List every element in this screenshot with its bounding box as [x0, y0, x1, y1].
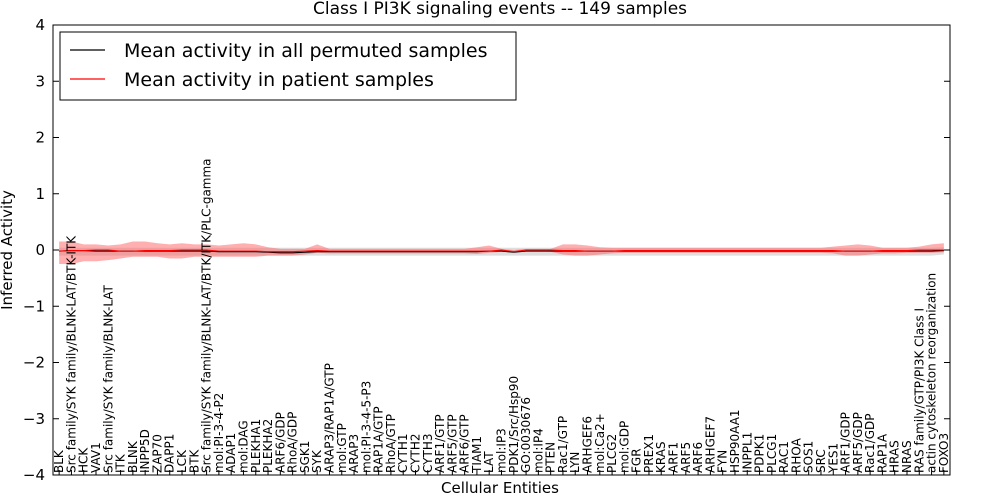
- x-tick-label: mol:GTP: [335, 423, 349, 473]
- x-tick-label: Src family/SYK family/BLNK-LAT/BTK-ITK: [64, 235, 78, 473]
- x-axis-label: Cellular Entities: [441, 479, 559, 497]
- x-tick-label: PLCG1: [765, 434, 779, 473]
- x-tick-label: ARF1/GTP: [433, 414, 447, 473]
- x-tick-label: LYN: [568, 452, 582, 473]
- band-patient: [59, 241, 944, 265]
- x-tick-label: PDK1/Src/Hsp90: [507, 376, 521, 473]
- y-tick-label: 3: [35, 72, 45, 90]
- y-axis: −4 −3 −2 −1 0 1 2 3 4: [23, 16, 950, 484]
- y-axis-label: Inferred Activity: [0, 190, 16, 310]
- x-tick-label: ARF1: [667, 442, 681, 473]
- series-line-permuted: [59, 250, 944, 254]
- x-tick-label: RAC1: [777, 441, 791, 473]
- x-tick-label: SGK1: [298, 441, 312, 473]
- x-tick-label: PLEKHA1: [249, 419, 263, 473]
- x-tick-label: ARHGEF7: [703, 416, 717, 473]
- x-tick-label: Rac1/GTP: [556, 416, 570, 473]
- x-tick-label: LCK: [175, 449, 189, 473]
- x-tick-label: TIAM1: [470, 436, 484, 474]
- x-tick-label: ARF6/GTP: [458, 414, 472, 473]
- x-tick-label: mol:GDP: [617, 421, 631, 473]
- x-tick-label: SRC: [814, 449, 828, 473]
- x-tick-label: PDPK1: [753, 434, 767, 473]
- x-tick-label: mol:IP4: [531, 428, 545, 473]
- x-tick-label: ARF6/GDP: [273, 412, 287, 473]
- y-tick-label: 2: [35, 129, 45, 147]
- x-tick-label: CYTH1: [396, 434, 410, 474]
- x-tick-label: INPPL1: [740, 432, 754, 473]
- x-tick-label: VAV1: [89, 442, 103, 473]
- x-tick-label: ARAP3: [347, 434, 361, 473]
- x-tick-label: FGR: [630, 448, 644, 473]
- x-tick-label: mol:PI-3-4-P2: [212, 393, 226, 473]
- x-tick-label: PLEKHA2: [261, 419, 275, 473]
- y-tick-label: −4: [23, 466, 45, 484]
- x-tick-label: mol:IP3: [495, 428, 509, 473]
- x-tick-label: FOXO3: [937, 433, 951, 473]
- x-tick-label: RAP1A: [875, 433, 889, 473]
- x-tick-label: ARF5/GTP: [445, 414, 459, 473]
- x-tick-label: SOS1: [802, 441, 816, 473]
- x-tick-label: RAS family/GTP/PI3K Class I: [912, 308, 926, 473]
- x-tick-label: ARAP3/RAP1A/GTP: [322, 363, 336, 473]
- x-tick-label: NRAS: [900, 440, 914, 473]
- series-lines: [59, 249, 944, 254]
- x-tick-label: CYTH2: [408, 434, 422, 474]
- y-tick-label: 4: [35, 16, 45, 34]
- x-tick-label: BLNK: [126, 440, 140, 473]
- y-tick-label: 0: [35, 241, 45, 259]
- series-line-patient: [59, 249, 944, 253]
- x-tick-label: RAP1A/GTP: [372, 406, 386, 473]
- y-tick-label: 1: [35, 185, 45, 203]
- x-tick-label: PTEN: [544, 442, 558, 473]
- chart-title: Class I PI3K signaling events -- 149 sam…: [313, 0, 687, 19]
- x-tick-label: RHOA: [789, 437, 803, 473]
- legend-box: [59, 31, 517, 101]
- x-tick-label: ARF6: [691, 442, 705, 473]
- x-tick-label: FYN: [716, 450, 730, 473]
- x-tick-label: INPP5D: [138, 429, 152, 473]
- y-tick-label: −1: [23, 297, 45, 315]
- x-tick-label: BTK: [187, 448, 201, 473]
- x-tick-label: Src family/SYK family/BLNK-LAT/BTK/ITK/P…: [200, 158, 214, 473]
- x-tick-label: actin cytoskeleton reorganization: [925, 273, 939, 473]
- x-tick-label: RhoA/GTP: [384, 414, 398, 473]
- y-tick-label: −3: [23, 410, 45, 428]
- x-tick-label: ITK: [114, 453, 128, 473]
- x-tick-label: mol:PI-3-4-5-P3: [359, 381, 373, 473]
- x-tick-label: CYTH3: [421, 434, 435, 474]
- confidence-bands: [59, 241, 944, 265]
- x-tick-label: RhoA/GDP: [286, 412, 300, 473]
- x-tick-label: HRAS: [888, 440, 902, 473]
- x-tick-label: Rac1/GDP: [863, 414, 877, 473]
- x-tick-label: LAT: [482, 451, 496, 473]
- x-tick-label: ARF5: [679, 442, 693, 473]
- legend: Mean activity in all permuted samples Me…: [59, 31, 517, 101]
- x-tick-label: ZAP70: [150, 434, 164, 473]
- x-tick-label: GO:0030676: [519, 397, 533, 473]
- y-tick-label: −2: [23, 354, 45, 372]
- x-tick-label: Src family/SYK family/BLNK-LAT: [101, 284, 115, 473]
- x-tick-label: PLCG2: [605, 434, 619, 473]
- legend-label-patient: Mean activity in patient samples: [124, 69, 434, 91]
- x-tick-label: ARF5/GDP: [851, 412, 865, 473]
- x-tick-label: mol:Ca2+: [593, 413, 607, 473]
- x-tick-label: ADAP1: [224, 433, 238, 473]
- x-tick-label: ARF1/GDP: [839, 412, 853, 473]
- x-tick-label: YES1: [826, 443, 840, 474]
- x-tick-label: PREX1: [642, 434, 656, 473]
- x-tick-label: KRAS: [654, 441, 668, 473]
- x-tick-label: ARHGEF6: [581, 416, 595, 473]
- x-tick-label: BLK: [52, 449, 66, 473]
- x-tick-label: mol:DAG: [236, 420, 250, 473]
- x-tick-label: SYK: [310, 449, 324, 473]
- x-tick-label: DAPP1: [163, 434, 177, 473]
- x-tick-label: HCK: [77, 447, 91, 473]
- legend-label-permuted: Mean activity in all permuted samples: [124, 40, 487, 62]
- x-tick-label: HSP90AA1: [728, 409, 742, 473]
